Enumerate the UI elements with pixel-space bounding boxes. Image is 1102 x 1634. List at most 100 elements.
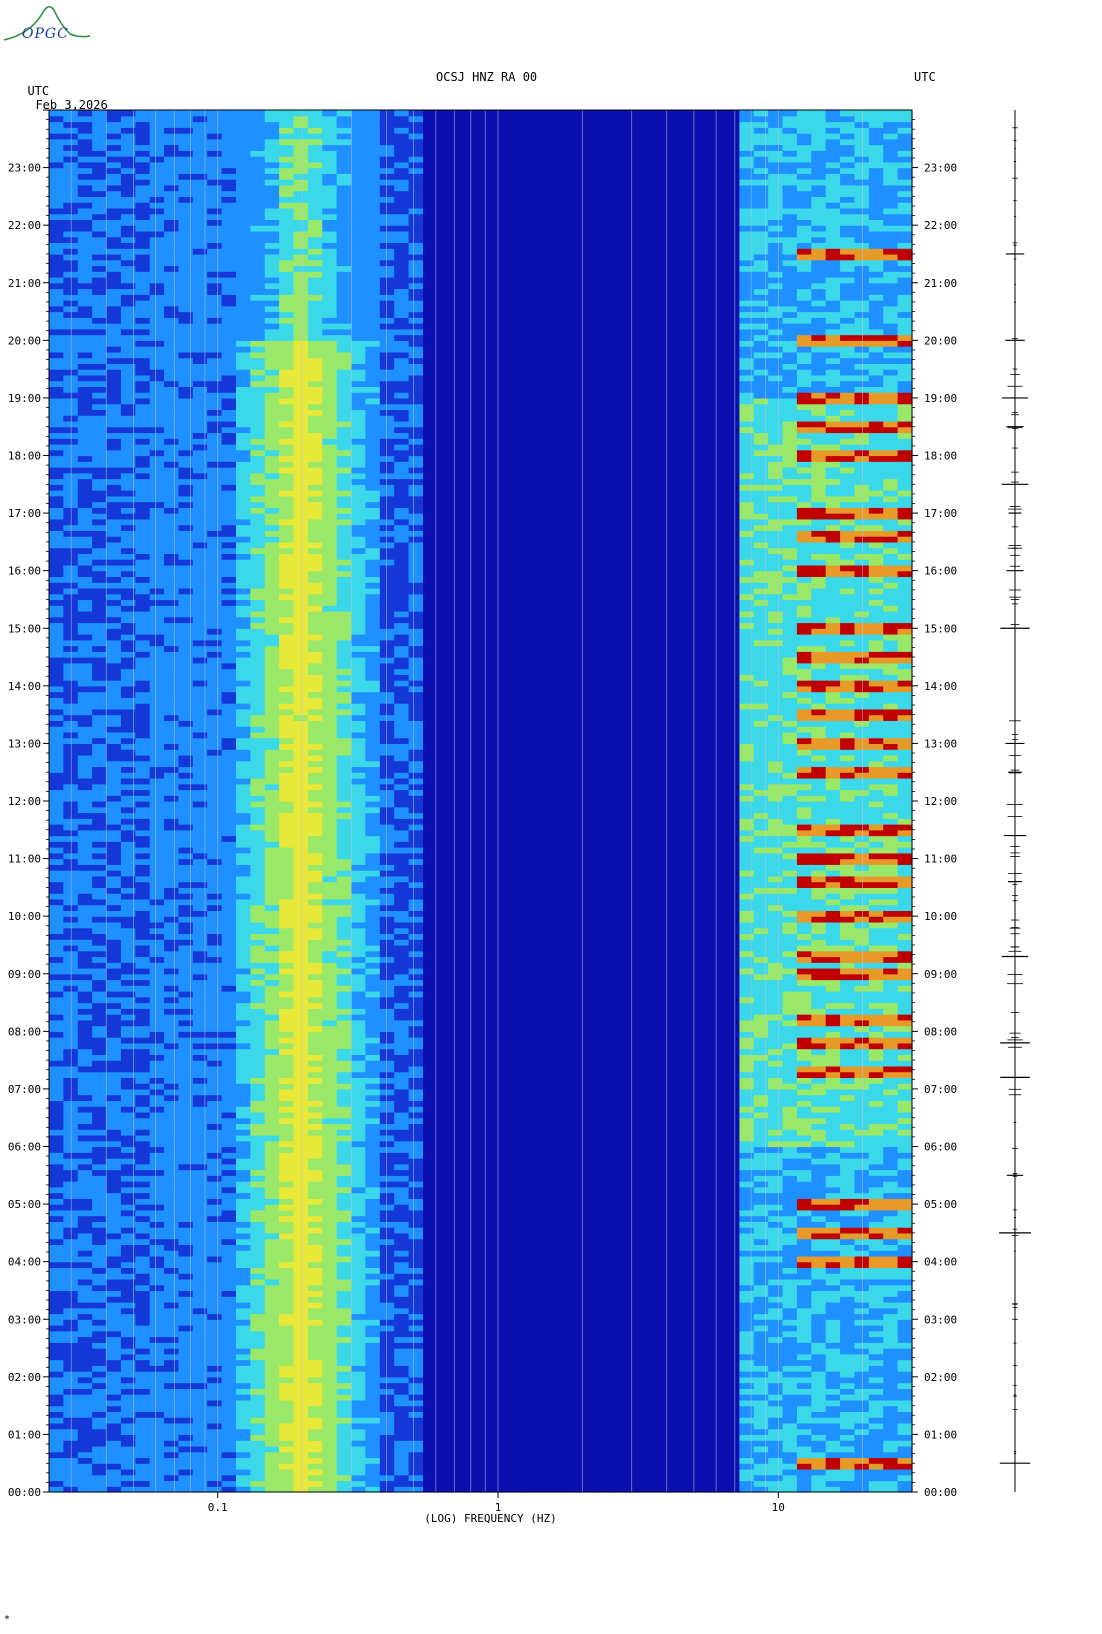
spectrogram-cell: [135, 357, 151, 364]
spectrogram-cell: [120, 432, 136, 439]
spectrogram-cell: [322, 956, 338, 963]
spectrogram-cell: [279, 369, 295, 376]
spectrogram-cell: [307, 973, 323, 981]
spectrogram-cell: [250, 288, 266, 295]
spectrogram-cell: [192, 317, 208, 324]
spectrogram-cell: [307, 731, 323, 739]
spectrogram-cell: [322, 1301, 338, 1309]
spectrogram-cell: [92, 1198, 108, 1205]
spectrogram-cell: [235, 599, 251, 606]
spectrogram-cell: [307, 346, 323, 353]
spectrogram-cell: [307, 1359, 323, 1366]
spectrogram-cell: [135, 559, 151, 566]
spectrogram-cell: [192, 323, 208, 330]
spectrogram-cell: [264, 242, 280, 249]
spectrogram-cell: [250, 622, 266, 629]
spectrogram-cell: [120, 1290, 136, 1297]
spectrogram-cell: [178, 236, 194, 244]
spectrogram-cell: [207, 950, 223, 958]
spectrogram-cell: [164, 253, 180, 261]
spectrogram-cell: [92, 1319, 108, 1326]
spectrogram-cell: [307, 501, 323, 508]
spectrogram-cell: [250, 985, 266, 992]
spectrogram-cell: [279, 674, 295, 681]
spectrogram-cell: [322, 587, 338, 595]
spectrogram-cell: [221, 403, 237, 411]
spectrogram-cell: [293, 1065, 309, 1073]
spectrogram-cell: [135, 1371, 151, 1378]
spectrogram-cell: [207, 593, 223, 601]
spectrogram-cell: [221, 150, 237, 157]
spectrogram-cell: [92, 1290, 108, 1297]
spectrogram-cell: [221, 1290, 237, 1297]
spectrogram-cell: [164, 357, 180, 364]
spectrogram-cell: [264, 1042, 280, 1050]
spectrogram-cell: [92, 1468, 108, 1476]
spectrogram-cell: [221, 230, 237, 238]
spectrogram-cell: [221, 213, 237, 221]
spectrogram-cell: [279, 1088, 295, 1096]
spectrogram-cell: [250, 587, 266, 595]
spectrogram-cell: [120, 841, 136, 848]
spectrogram-cell: [192, 1002, 208, 1009]
spectrogram-cell: [164, 530, 180, 537]
spectrogram-cell: [106, 1325, 122, 1332]
spectrogram-cell: [264, 369, 280, 376]
spectrogram-cell: [92, 622, 108, 629]
spectrogram-cell: [322, 714, 338, 721]
spectrogram-cell: [120, 150, 136, 157]
spectrogram-cell: [250, 1273, 266, 1280]
spectrogram-cell: [49, 507, 64, 514]
spectrogram-cell: [264, 1077, 280, 1084]
spectrogram-cell: [106, 789, 122, 796]
spectrogram-cell: [235, 1048, 251, 1055]
spectrogram-cell: [307, 173, 323, 180]
spectrogram-cell: [164, 1152, 180, 1159]
spectrogram-cell: [92, 1273, 108, 1280]
spectrogram-cell: [235, 392, 251, 399]
spectrogram-cell: [264, 1204, 280, 1211]
spectrogram-cell: [307, 1014, 323, 1021]
spectrogram-cell: [221, 1348, 237, 1355]
spectrogram-cell: [322, 628, 338, 635]
spectrogram-cell: [336, 1002, 352, 1009]
spectrogram-cell: [322, 259, 338, 267]
spectrogram-cell: [178, 564, 194, 572]
spectrogram-cell: [207, 323, 223, 330]
spectrogram-cell: [235, 789, 251, 796]
spectrogram-cell: [164, 1025, 180, 1032]
spectrogram-cell: [293, 184, 309, 192]
spectrogram-cell: [92, 731, 108, 739]
spectrogram-cell: [92, 1474, 108, 1482]
spectrogram-cell: [120, 288, 136, 295]
spectrogram-cell: [250, 610, 266, 618]
spectrogram-cell: [235, 1365, 251, 1372]
spectrogram-cell: [135, 1480, 151, 1487]
spectrogram-cell: [235, 1232, 251, 1240]
spectrogram-cell: [77, 150, 93, 157]
spectrogram-cell: [221, 455, 237, 462]
spectrogram-cell: [221, 1244, 237, 1251]
spectrogram-cell: [264, 645, 280, 652]
spectrogram-cell: [221, 357, 237, 364]
spectrogram-cell: [336, 559, 352, 566]
spectrogram-cell: [77, 1083, 93, 1090]
spectrogram-cell: [207, 801, 223, 808]
spectrogram-cell: [293, 1250, 309, 1257]
spectrogram-cell: [149, 564, 165, 572]
spectrogram-cell: [77, 703, 93, 710]
spectrogram-cell: [149, 236, 165, 244]
spectrogram-cell: [135, 1301, 151, 1309]
spectrogram-cell: [307, 288, 323, 295]
spectrogram-cell: [149, 962, 165, 969]
spectrogram-cell: [178, 1445, 194, 1453]
spectrogram-cell: [92, 680, 108, 687]
spectrogram-cell: [322, 351, 338, 359]
spectrogram-cell: [92, 1221, 108, 1228]
spectrogram-cell: [207, 524, 223, 531]
spectrogram-cell: [164, 1048, 180, 1055]
spectrogram-cell: [322, 760, 338, 768]
spectrogram-cell: [322, 812, 338, 819]
spectrogram-cell: [49, 639, 64, 647]
spectrogram-cell: [207, 300, 223, 307]
